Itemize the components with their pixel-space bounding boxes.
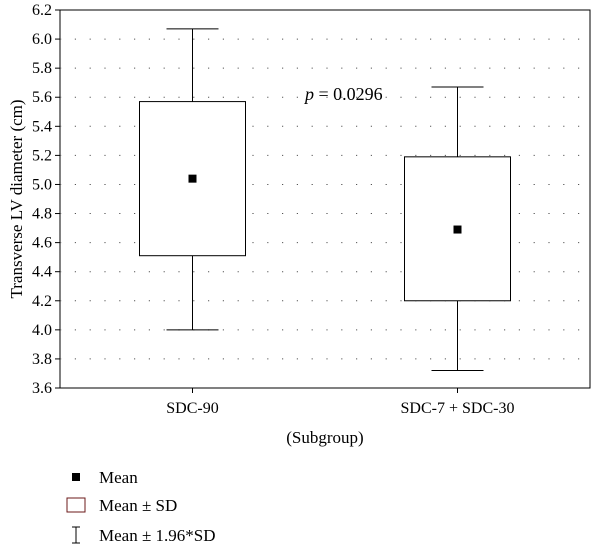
y-tick-label: 4.8 (32, 206, 52, 223)
legend: Mean Mean ± SD Mean ± 1.96*SD (66, 468, 216, 545)
y-tick-label: 4.6 (32, 235, 52, 252)
y-axis-ticks: 3.6 3.8 4.0 4.2 4.4 4.6 4.8 5.0 5.2 5.4 5.6 5.8 6.0 6… (32, 2, 60, 397)
legend-box-marker (66, 497, 86, 513)
y-tick-label: 5.6 (32, 89, 52, 106)
y-tick-label: 5.4 (32, 118, 52, 135)
y-tick-label: 5.2 (32, 147, 52, 164)
y-tick-label: 5.8 (32, 60, 52, 77)
x-axis-label: (Subgroup) (286, 428, 363, 447)
y-tick-label: 4.0 (32, 322, 52, 339)
legend-label-mean: Mean (99, 468, 138, 487)
mean-marker (453, 225, 462, 234)
plot-area-frame (59, 9, 591, 389)
y-tick-label: 5.0 (32, 176, 52, 193)
legend-label-whisker: Mean ± 1.96*SD (99, 526, 216, 545)
x-tick-label: SDC-90 (166, 400, 218, 417)
y-tick-label: 4.2 (32, 293, 52, 310)
x-tick-label: SDC-7 + SDC-30 (401, 400, 515, 417)
box-series (139, 28, 511, 372)
y-tick-label: 3.6 (32, 380, 52, 397)
y-axis-label: Transverse LV diameter (cm) (7, 99, 26, 298)
legend-mean-marker (72, 473, 80, 481)
y-tick-label: 6.2 (32, 2, 52, 19)
p-symbol: p (303, 84, 314, 104)
y-tick-label: 3.8 (32, 351, 52, 368)
y-tick-label: 6.0 (32, 31, 52, 48)
p-value-text: = 0.0296 (314, 84, 383, 104)
legend-whisker-marker (72, 526, 80, 544)
y-tick-label: 4.4 (32, 264, 52, 281)
mean-marker (188, 174, 197, 183)
legend-label-box: Mean ± SD (99, 496, 177, 515)
p-value-annotation: p = 0.0296 (303, 84, 383, 104)
x-axis-tick-labels: SDC-90 SDC-7 + SDC-30 (166, 388, 514, 417)
